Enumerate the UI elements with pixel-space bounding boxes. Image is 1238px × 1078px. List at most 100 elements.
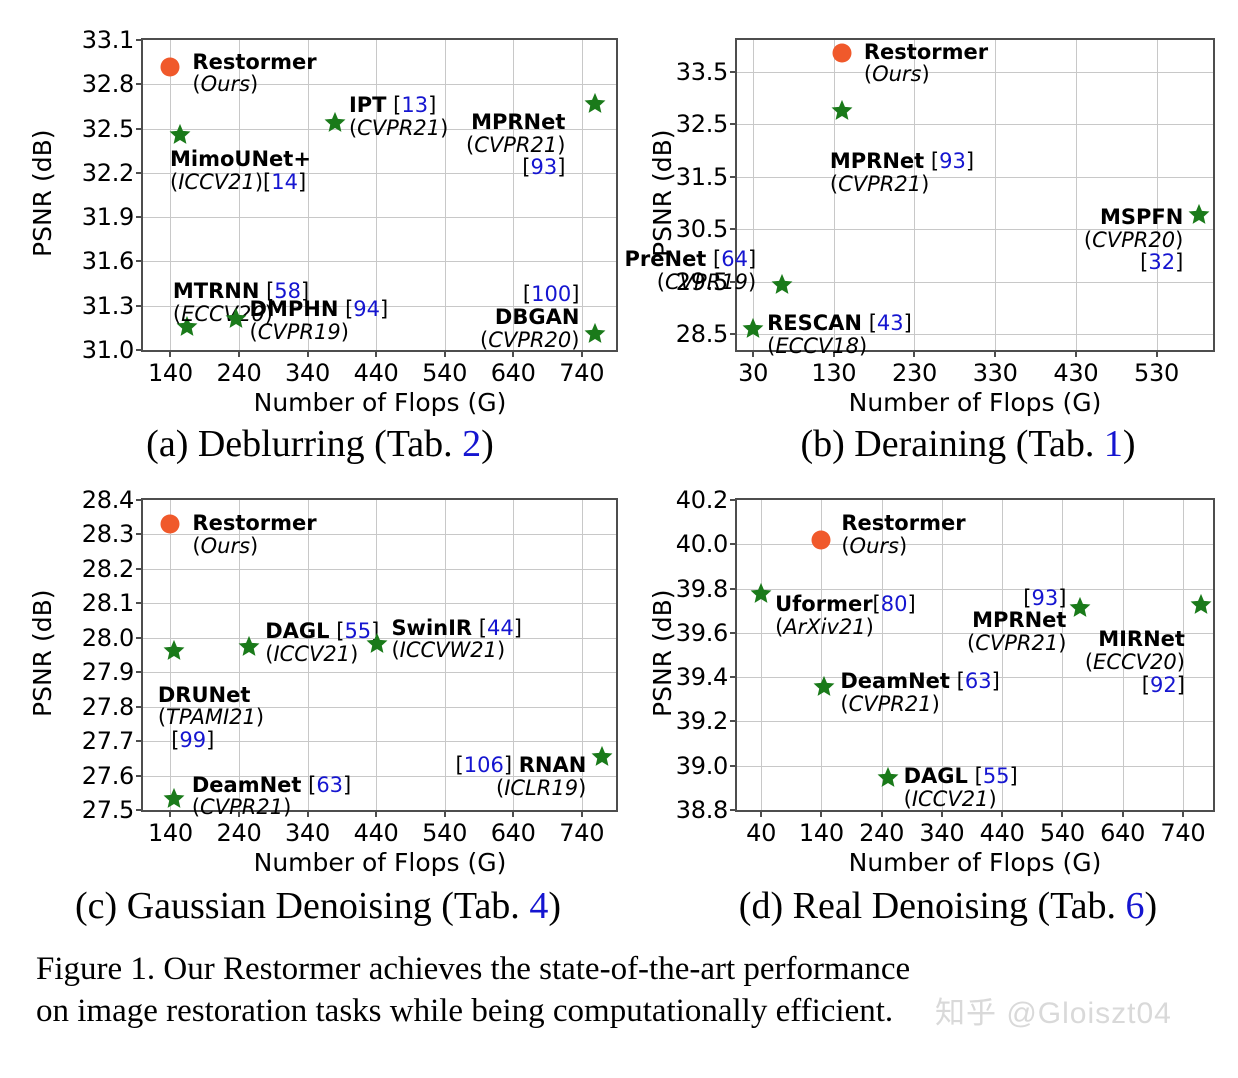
gridline-horizontal <box>737 334 1213 336</box>
gridline-vertical <box>753 40 755 350</box>
data-point-ours-restormer <box>832 43 852 63</box>
x-tick-mark <box>1121 810 1124 817</box>
panel-a-axes: 140 240 340 440 540 640 740 31.0 31.3 31.6 31.9 32.… <box>82 26 618 387</box>
x-tick-mark <box>306 350 309 357</box>
gridline-vertical <box>307 40 309 350</box>
panel-d: PSNR (dB) 40 140 240 340 440 540 640 740 38.8 39.… <box>618 460 1238 930</box>
x-tick-mark <box>375 810 378 817</box>
y-tick-label: 40.2 <box>675 486 729 514</box>
panel-c-xlabel: Number of Flops (G) <box>253 848 507 877</box>
y-tick-label: 27.6 <box>81 761 135 790</box>
data-point-deamnet <box>813 675 835 701</box>
figure-caption-line-2: on image restoration tasks while being c… <box>36 993 894 1030</box>
annotation-deamnet: DeamNet [63] (CVPR21) <box>840 670 999 715</box>
annotation-mimounet-: MimoUNet+ (ICCV21)[14] <box>170 148 311 193</box>
annotation-mspfn: MSPFN (CVPR20) [32] <box>1084 206 1183 274</box>
annotation-line: DRUNet <box>157 682 251 707</box>
y-tick-label: 39.6 <box>675 618 729 647</box>
x-tick-label: 130 <box>811 359 857 387</box>
watermark: 知乎 @Gloiszt04 <box>935 997 1172 1030</box>
x-tick-mark <box>169 350 172 357</box>
annotation-line: [93] <box>1023 585 1067 610</box>
annotation-uformer: Uformer[80] (ArXiv21) <box>775 593 916 638</box>
x-tick-label: 340 <box>285 819 330 847</box>
x-tick-mark <box>820 810 823 817</box>
panel-a-ylabel: PSNR (dB) <box>28 129 57 258</box>
data-point-mtrnn <box>176 315 198 341</box>
annotation-restormer: Restormer (Ours) <box>192 50 316 96</box>
annotation-line: Uformer[80] <box>775 592 916 617</box>
x-tick-label: 740 <box>559 359 605 387</box>
x-tick-mark <box>169 810 172 817</box>
gridline-horizontal <box>143 172 616 174</box>
gridline-horizontal <box>143 305 616 307</box>
y-tick-mark <box>136 567 143 570</box>
x-tick-label: 740 <box>1160 819 1206 847</box>
annotation-dbgan: [100] DBGAN (CVPR20) <box>480 283 579 351</box>
annotation-line: Restormer <box>863 39 989 64</box>
annotation-line: [92] <box>1128 672 1185 697</box>
y-tick-mark <box>730 333 737 336</box>
gridline-horizontal <box>143 603 616 605</box>
x-tick-mark <box>512 350 515 357</box>
annotation-line: MimoUNet+ <box>170 146 311 171</box>
x-tick-mark <box>994 350 997 357</box>
y-tick-mark <box>730 631 737 634</box>
data-point-ipt <box>324 111 346 137</box>
y-tick-label: 38.8 <box>675 796 729 824</box>
annotation-line: (Ours) <box>841 533 908 558</box>
panel-a-caption-suffix: ) <box>481 423 494 465</box>
x-tick-label: 330 <box>972 359 1018 387</box>
data-point-drunet <box>163 639 185 665</box>
panel-b-ylabel: PSNR (dB) <box>648 129 677 258</box>
annotation-line: IPT [13] <box>348 93 437 118</box>
x-tick-label: 440 <box>353 359 399 387</box>
annotation-line: Restormer <box>192 511 317 536</box>
x-tick-mark <box>443 810 446 817</box>
panel-d-axes: 40 140 240 340 440 540 640 740 38.8 39.0 39.2 39.4 3… <box>676 486 1215 847</box>
panel-a-caption-prefix: (a) Deblurring (Tab. <box>146 423 463 465</box>
gridline-horizontal <box>737 71 1213 73</box>
y-tick-label: 32.5 <box>81 114 135 143</box>
gridline-vertical <box>581 40 583 350</box>
y-tick-label: 39.4 <box>675 663 729 692</box>
x-tick-mark <box>752 350 755 357</box>
annotation-dagl: DAGL [55] (ICCV21) <box>904 765 1018 810</box>
panel-b-axes: 30 130 230 330 430 530 28.5 29.5 30.5 31.5 32.5 33.… <box>625 38 1215 387</box>
panel-c-caption: (c) Gaussian Denoising (Tab. 4) <box>75 884 561 928</box>
annotation-line: (CVPR20) <box>1083 227 1184 252</box>
panel-d-ylabel: PSNR (dB) <box>648 589 677 718</box>
annotation-line: [99] <box>157 727 215 752</box>
annotation-line: DeamNet [63] <box>840 669 1000 694</box>
x-tick-label: 40 <box>746 819 777 847</box>
data-point-prenet <box>771 273 793 299</box>
x-tick-mark <box>580 350 583 357</box>
annotation-mtrnn: MTRNN [58] (ECCV20) <box>173 280 309 325</box>
y-tick-mark <box>136 39 143 41</box>
gridline-horizontal <box>143 261 616 263</box>
y-tick-mark <box>136 636 143 639</box>
annotation-line: (CVPR21) <box>191 795 292 820</box>
annotation-mprnet: [93] MPRNet (CVPR21) <box>967 585 1067 655</box>
x-tick-mark <box>1074 350 1077 357</box>
x-tick-label: 540 <box>422 819 468 847</box>
annotation-swinir: SwinIR [44] (ICCVW21) <box>391 616 521 662</box>
panel-c-caption-prefix: (c) Gaussian Denoising (Tab. <box>75 885 530 927</box>
y-tick-mark <box>136 809 143 811</box>
annotation-line: [93] <box>522 155 566 180</box>
gridline-vertical <box>761 500 763 810</box>
y-tick-label: 40.0 <box>675 530 729 559</box>
x-tick-label: 140 <box>147 359 193 387</box>
panel-b-caption-ref: 1 <box>1103 423 1123 465</box>
y-tick-label: 28.4 <box>81 486 135 514</box>
y-tick-mark <box>730 764 737 767</box>
x-tick-label: 230 <box>892 359 937 387</box>
gridline-vertical <box>238 40 240 350</box>
y-tick-mark <box>136 740 143 743</box>
x-tick-mark <box>443 350 446 357</box>
x-tick-mark <box>880 810 883 817</box>
annotation-rescan: RESCAN [43] (ECCV18) <box>767 312 912 357</box>
figure-caption-line-1: Figure 1. Our Restormer achieves the sta… <box>36 951 911 987</box>
data-point-dagl <box>238 635 260 661</box>
y-tick-mark <box>136 83 143 86</box>
